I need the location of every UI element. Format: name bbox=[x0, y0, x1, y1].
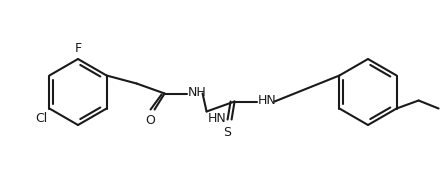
Text: Cl: Cl bbox=[35, 112, 47, 126]
Text: F: F bbox=[74, 42, 82, 55]
Text: HN: HN bbox=[258, 94, 277, 107]
Text: NH: NH bbox=[188, 86, 206, 99]
Text: O: O bbox=[146, 115, 156, 127]
Text: S: S bbox=[223, 126, 231, 139]
Text: HN: HN bbox=[207, 112, 226, 126]
